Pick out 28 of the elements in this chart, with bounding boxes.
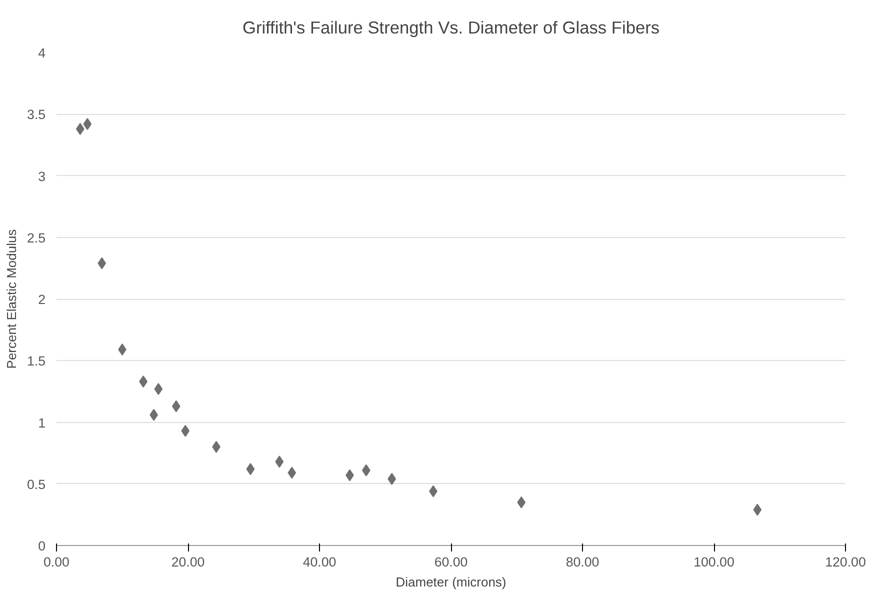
point (246, 463, 255, 476)
y-tick-label: 2 (38, 292, 46, 307)
x-tick-label: 120.00 (825, 554, 866, 570)
point (154, 382, 163, 395)
point (181, 424, 190, 437)
y-tick-label: 1 (38, 415, 46, 430)
y-tick-label: 3.5 (26, 107, 46, 122)
y-tick-label: 0.5 (26, 476, 46, 492)
y-axis-title: Percent Elastic Modulus (4, 228, 19, 369)
x-axis-title: Diameter (microns) (396, 574, 506, 590)
y-tick-label: 2.5 (26, 230, 46, 246)
y-tick-label: 0 (38, 538, 46, 554)
x-tick-label: 20.00 (171, 554, 205, 570)
x-tick-label: 80.00 (566, 554, 600, 570)
point (517, 496, 526, 508)
x-tick-label: 60.00 (434, 554, 468, 570)
chart-title: Griffith's Failure Strength Vs. Diameter of Glass Fibers (242, 18, 660, 38)
y-tick-label: 3 (38, 168, 46, 184)
point (753, 504, 762, 516)
point (275, 456, 284, 468)
x-tick-label: 0.00 (44, 554, 70, 570)
point (288, 466, 296, 479)
x-tick-label: 40.00 (302, 554, 336, 570)
y-tick-label: 1.5 (26, 354, 46, 369)
x-tick-label: 100.00 (694, 554, 734, 570)
point (98, 257, 106, 270)
point (83, 118, 92, 130)
y-tick-label: 4 (38, 46, 46, 60)
